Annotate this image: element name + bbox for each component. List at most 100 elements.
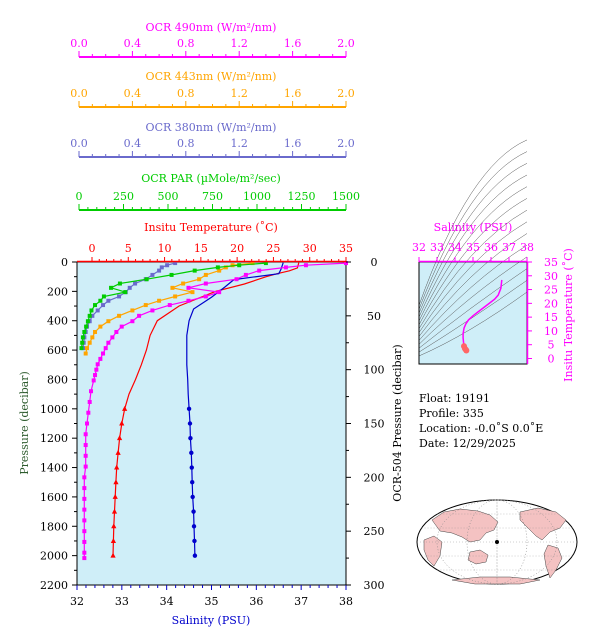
- ocr490-marker: [87, 399, 92, 404]
- density-contour: [418, 186, 528, 322]
- ocr443-marker: [83, 351, 88, 356]
- ocr490-marker: [167, 303, 172, 308]
- ocr490-marker: [82, 539, 87, 544]
- ocr490-marker: [344, 261, 348, 266]
- ocr443-tick-label: 0.8: [177, 87, 195, 100]
- ts-temperature-axis-label: Insitu Temperature (˚C): [562, 248, 575, 382]
- par-marker: [101, 294, 106, 299]
- salinity-marker: [190, 494, 195, 500]
- ocr490-marker: [94, 367, 99, 372]
- ocr490-marker: [203, 294, 208, 299]
- par-marker: [117, 281, 122, 286]
- pressure-axis-label: Pressure (decibar): [18, 371, 31, 474]
- ocr490-marker: [82, 556, 87, 561]
- par-marker: [87, 313, 92, 318]
- temperature-marker: [113, 479, 119, 485]
- pressure-tick-label: 1000: [40, 403, 68, 416]
- ocr490-marker: [130, 319, 135, 324]
- ocr443-tick-label: 0.4: [124, 87, 142, 100]
- ocr-pressure-tick-label: 300: [364, 579, 385, 592]
- ocr-pressure-tick-label: 0: [371, 256, 378, 269]
- par-marker: [84, 324, 89, 329]
- float-id: Float: 19191: [419, 392, 490, 405]
- pressure-tick-label: 1600: [40, 491, 68, 504]
- ocr380-tick-label: 2.0: [337, 137, 355, 150]
- ocr490-axis: OCR 490nm (W/m²/nm) 0.0 0.4 0.8 1.2 1.6 2.0: [70, 21, 355, 58]
- ocr490-tick-label: 2.0: [337, 37, 355, 50]
- ocr490-marker: [186, 298, 191, 303]
- ocr490-marker: [95, 362, 100, 367]
- par-axis: OCR PAR (µMole/m²/sec) 0 250 500 750 1000 125…: [76, 172, 360, 211]
- ocr490-tick-label: 0.8: [177, 37, 195, 50]
- ocr490-marker: [93, 373, 98, 378]
- ocr490-marker: [86, 410, 91, 415]
- density-contour: [418, 151, 528, 310]
- ts-temperature-tick-label: 10: [544, 325, 558, 338]
- map-graticule: [417, 499, 577, 585]
- ocr490-tick-label: 0.4: [124, 37, 142, 50]
- ts-temperature-tick-label: 35: [544, 256, 558, 269]
- ocr490-marker: [89, 389, 94, 394]
- density-contour: [418, 163, 528, 314]
- ocr443-marker: [98, 324, 103, 329]
- ocr490-tick-label: 1.2: [230, 37, 248, 50]
- ocr380-marker: [127, 285, 132, 290]
- temperature-tick-label: 5: [125, 242, 132, 255]
- temperature-marker: [116, 435, 123, 441]
- pressure-tick-label: 0: [61, 256, 68, 269]
- ocr443-marker: [93, 329, 98, 334]
- ocr490-marker: [83, 464, 88, 469]
- temperature-tick-label: 10: [158, 242, 172, 255]
- salinity-line: [186, 262, 284, 556]
- ocr490-marker: [283, 265, 288, 270]
- salinity-marker: [190, 480, 195, 485]
- pressure-tick-label: 200: [47, 285, 68, 298]
- ocr380-marker: [106, 298, 111, 303]
- ocr490-marker: [101, 351, 106, 356]
- pressure-tick-label: 2000: [40, 550, 68, 563]
- density-contour: [418, 256, 528, 345]
- density-contour: [418, 198, 528, 325]
- ocr380-marker: [90, 313, 95, 318]
- ocr380-marker: [150, 272, 155, 277]
- ocr490-marker: [257, 268, 262, 273]
- salinity-marker: [192, 553, 198, 558]
- ocr490-marker: [119, 324, 124, 329]
- ocr490-marker: [83, 443, 88, 448]
- temperature-marker: [122, 405, 128, 411]
- ocr490-tick-label: 1.6: [284, 37, 302, 50]
- ts-salinity-tick-label: 33: [430, 241, 444, 254]
- temperature-tick-label: 20: [230, 242, 244, 255]
- salinity-tick-label: 37: [294, 595, 308, 608]
- ocr380-marker: [133, 281, 138, 286]
- ocr490-marker: [110, 335, 115, 340]
- ts-salinity-tick-label: 35: [466, 241, 480, 254]
- temperature-marker: [111, 523, 117, 529]
- par-tick-label: 1500: [332, 190, 360, 203]
- ocr380-marker: [117, 294, 122, 299]
- salinity-marker: [187, 421, 193, 426]
- ocr443-tick-label: 2.0: [337, 87, 355, 100]
- ocr443-marker: [181, 281, 186, 286]
- ocr443-marker: [90, 335, 95, 340]
- salinity-tick-label: 36: [249, 595, 263, 608]
- salinity-axis-label: Salinity (PSU): [172, 614, 251, 627]
- par-marker: [237, 263, 242, 268]
- par-marker: [263, 261, 268, 266]
- density-contour: [418, 174, 528, 318]
- ocr-pressure-tick-label: 250: [364, 525, 385, 538]
- temperature-tick-label: 15: [194, 242, 208, 255]
- ts-salinity-tick-label: 32: [412, 241, 426, 254]
- ocr490-marker: [82, 496, 87, 501]
- ocr443-tick-label: 0.0: [70, 87, 88, 100]
- ocr490-marker: [243, 272, 248, 277]
- ocr443-marker: [157, 298, 162, 303]
- par-marker: [80, 335, 85, 340]
- south-america-landmass: [543, 544, 563, 579]
- date: Date: 12/29/2025: [419, 437, 516, 450]
- ocr-pressure-tick-label: 150: [364, 418, 385, 431]
- pressure-tick-label: 2200: [40, 579, 68, 592]
- ocr380-marker: [157, 268, 162, 273]
- par-tick-label: 500: [158, 190, 179, 203]
- density-contour: [418, 268, 528, 349]
